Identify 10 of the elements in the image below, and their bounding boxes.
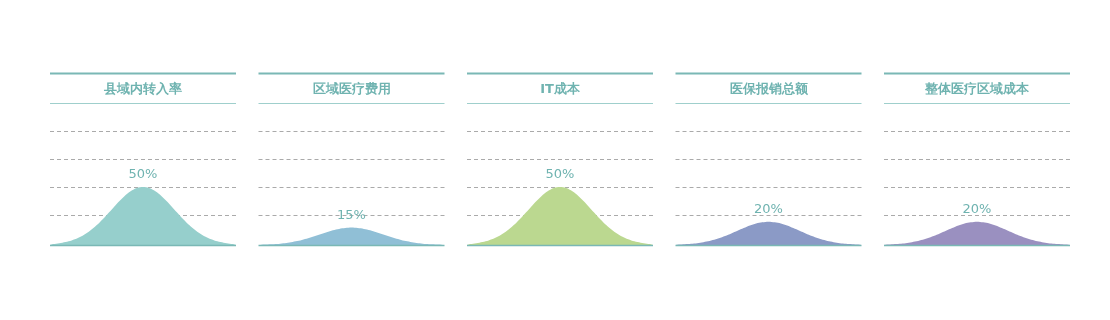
data-label: 50% xyxy=(128,166,158,181)
category-label: 整体医疗区域成本 xyxy=(924,81,1030,96)
category-label: 区域医疗费用 xyxy=(312,81,391,96)
data-label: 20% xyxy=(962,200,992,216)
data-label: 50% xyxy=(545,166,575,181)
data-label: 20% xyxy=(754,200,783,216)
data-label: 15% xyxy=(337,206,366,222)
category-label: 县域内转入率 xyxy=(103,81,182,96)
category-label: 医保报销总额 xyxy=(729,81,809,96)
category-label: IT成本 xyxy=(540,81,581,96)
